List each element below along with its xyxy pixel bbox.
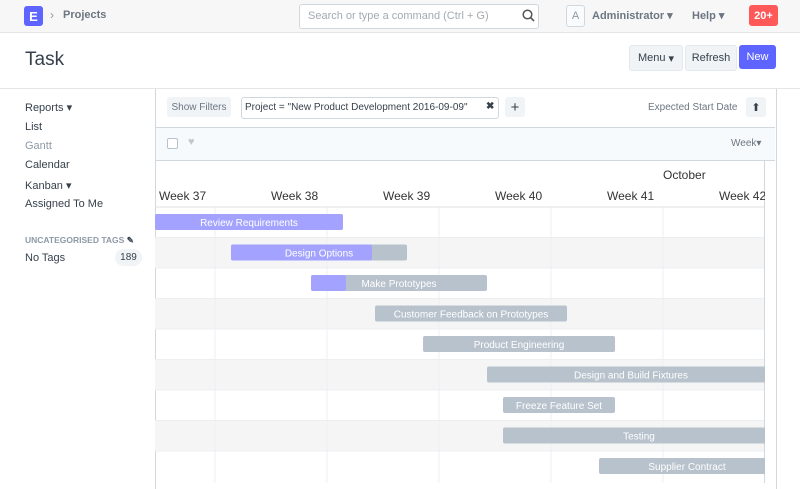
divider — [0, 88, 800, 89]
bar-progress — [311, 275, 346, 291]
refresh-button[interactable]: Refresh — [685, 45, 737, 71]
bar-label: Design and Build Fixtures — [574, 371, 688, 382]
add-filter[interactable]: + — [505, 97, 525, 117]
sidebar-item[interactable]: Kanban ▾ — [25, 180, 72, 192]
tags-heading-text: UNCATEGORISED TAGS — [25, 235, 125, 245]
task-bar[interactable]: Testing — [503, 427, 765, 444]
tag-count: 189 — [115, 249, 142, 266]
help-menu[interactable]: Help ▾ — [692, 10, 725, 22]
bar-label: Testing — [623, 432, 655, 443]
filter-text: Project = "New Product Development 2016-… — [245, 102, 468, 113]
task-bar[interactable]: Freeze Feature Set — [503, 397, 615, 413]
select-all[interactable] — [167, 138, 178, 149]
bar-background — [503, 397, 615, 413]
week-label: Week 41 — [607, 189, 654, 203]
bar-progress — [231, 244, 372, 261]
bar-label: Customer Feedback on Prototypes — [394, 310, 549, 321]
menu-button[interactable]: Menu ▾ — [629, 45, 683, 71]
sidebar-item[interactable]: Assigned To Me — [25, 198, 103, 210]
bar-background — [599, 458, 765, 474]
bar-progress — [155, 214, 343, 230]
bar-background — [423, 336, 615, 352]
help-label: Help — [692, 10, 716, 22]
search-placeholder: Search or type a command (Ctrl + G) — [308, 10, 489, 22]
bar-label: Make Prototypes — [361, 279, 436, 290]
task-bar[interactable]: Review Requirements — [155, 214, 343, 230]
filter-chip[interactable] — [241, 97, 499, 119]
button-label: Menu — [637, 52, 666, 64]
bars: Review Requirements Design Options Make Pr… — [155, 214, 765, 474]
tag-name[interactable]: No Tags — [25, 252, 66, 264]
sidebar-item[interactable]: List — [25, 121, 42, 133]
task-bar[interactable]: Make Prototypes — [311, 275, 487, 291]
breadcrumb[interactable]: Projects — [63, 9, 107, 21]
sidebar-item[interactable]: Reports ▾ — [25, 102, 73, 114]
month-label: October — [663, 168, 706, 182]
sidebar-item-label: Kanban — [25, 180, 63, 192]
notifications[interactable]: 20+ — [749, 5, 778, 26]
task-bar[interactable]: Product Engineering — [423, 336, 615, 352]
task-bar[interactable]: Customer Feedback on Prototypes — [375, 305, 567, 322]
gantt-header — [156, 127, 775, 161]
logo[interactable]: E — [24, 6, 43, 26]
search-box[interactable] — [299, 4, 539, 29]
week-label: Week 40 — [495, 189, 542, 203]
tags-heading: UNCATEGORISED TAGS ✎ — [25, 235, 134, 245]
week-label: Week 37 — [159, 189, 206, 203]
search-icon — [522, 9, 535, 22]
sort-order[interactable]: ⬆ — [746, 97, 766, 117]
filter-remove[interactable]: ✖ — [486, 101, 495, 112]
task-bar[interactable]: Design Options — [231, 244, 407, 261]
task-bar[interactable]: Supplier Contract — [599, 458, 765, 474]
sidebar-item[interactable]: Gantt — [25, 140, 52, 152]
page-title: Task — [25, 49, 65, 70]
sidebar-item-label: Calendar — [25, 159, 70, 171]
sidebar-item-label: Assigned To Me — [25, 198, 104, 210]
user-name: Administrator — [592, 10, 665, 22]
bar-label: Review Requirements — [200, 218, 298, 229]
sidebar-item-label: List — [25, 121, 43, 133]
chevron: › — [50, 8, 54, 22]
sort-label[interactable]: Expected Start Date — [648, 102, 738, 113]
bar-background — [311, 275, 487, 291]
week-label: Week 39 — [383, 189, 430, 203]
week-label: Week 42 — [719, 189, 765, 203]
bar-background — [503, 427, 765, 444]
like-icon[interactable]: ♥ — [188, 136, 195, 148]
bar-background — [487, 366, 765, 383]
view-mode-label: Week — [731, 138, 757, 149]
new-button[interactable]: New — [739, 45, 776, 69]
sidebar-item[interactable]: Calendar — [25, 159, 70, 171]
gantt-chart: October Week 37 Week 38 Week 39 Week 40 Week… — [155, 160, 765, 483]
user-menu[interactable]: Administrator ▾ — [592, 10, 673, 22]
avatar[interactable]: A — [566, 5, 585, 27]
bar-label: Product Engineering — [474, 340, 565, 351]
show-filters[interactable]: Show Filters — [167, 97, 231, 117]
list-panel — [155, 89, 777, 489]
week-label: Week 38 — [271, 189, 318, 203]
task-bar[interactable]: Design and Build Fixtures — [487, 366, 765, 383]
bar-label: Freeze Feature Set — [516, 401, 602, 412]
sidebar-item-label: Gantt — [25, 140, 52, 152]
bar-background — [375, 305, 567, 322]
bar-label: Design Options — [285, 249, 353, 260]
bar-label: Supplier Contract — [648, 462, 725, 473]
view-mode[interactable]: Week▾ — [731, 138, 762, 149]
sidebar-item-label: Reports — [25, 102, 64, 114]
